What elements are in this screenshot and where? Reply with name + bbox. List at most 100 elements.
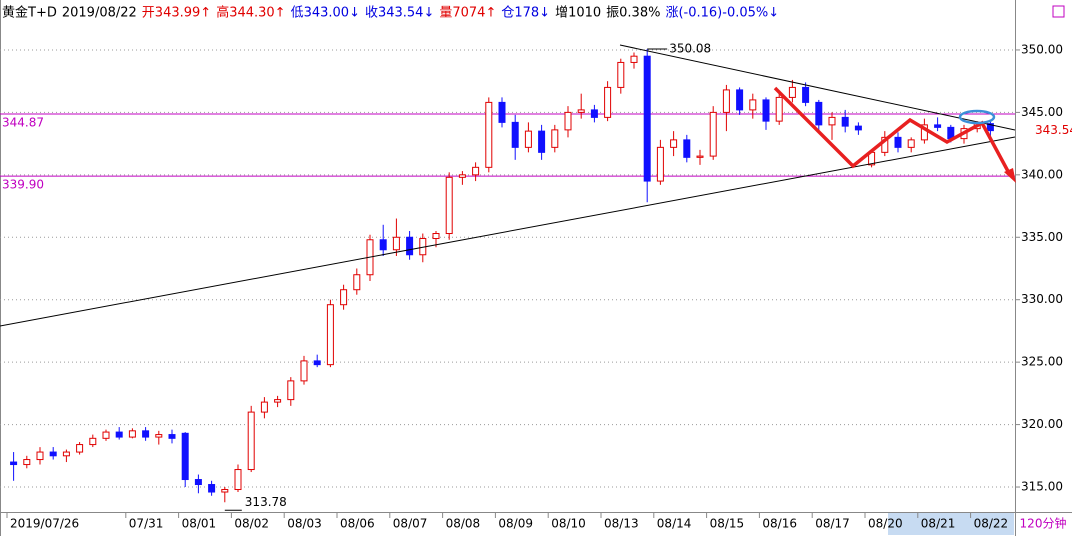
candle-body (458, 174, 466, 178)
x-tick-label: 08/15 (710, 517, 745, 531)
candle-body (551, 129, 559, 148)
candle-body (696, 155, 704, 158)
candle-body (155, 434, 163, 438)
y-tick-label: 325.00 (1021, 355, 1063, 369)
candles (10, 48, 994, 503)
candle-body (392, 236, 400, 251)
header-item: 黄金T+D (2, 5, 57, 21)
trend-line (0, 136, 1016, 327)
header-item: 增1010 (555, 6, 601, 21)
candle-body (181, 432, 189, 481)
candle-body (128, 430, 136, 438)
candle-body (102, 431, 110, 439)
candle-body (353, 274, 361, 291)
y-tick-label: 335.00 (1021, 230, 1063, 244)
candle-body (736, 89, 744, 111)
candle-body (234, 469, 242, 491)
candle-body (89, 437, 97, 446)
header-item: 振0.38% (606, 6, 660, 21)
last-price: 343.54 (1035, 123, 1072, 137)
y-tick-label: 340.00 (1021, 167, 1063, 181)
candle-body (590, 109, 598, 118)
x-tick-label: 08/17 (815, 517, 850, 531)
candle-body (247, 411, 255, 471)
x-tick-label: 08/01 (182, 517, 217, 531)
candle-body (208, 484, 216, 493)
header-item: 收343.54↓ (365, 6, 434, 21)
candle-body (379, 239, 387, 251)
candle-body (577, 109, 585, 113)
x-tick-label: 08/16 (762, 517, 797, 531)
candle-body (815, 101, 823, 126)
candle-body (49, 451, 57, 457)
y-tick-label: 345.00 (1021, 105, 1063, 119)
x-tick-label: 08/22 (974, 517, 1009, 531)
candle-body (326, 304, 334, 366)
ref-label: 344.87 (2, 116, 44, 130)
header-item: 开343.99↑ (142, 6, 211, 21)
x-tick-label: 08/09 (498, 517, 533, 531)
y-tick-label: 320.00 (1021, 417, 1063, 431)
candle-body (775, 96, 783, 122)
candle-body (604, 86, 612, 118)
candle-body (432, 233, 440, 240)
period-label: 120分钟 (1020, 516, 1067, 531)
candle-body (445, 176, 453, 235)
candle-body (617, 61, 625, 88)
candle-body (115, 431, 123, 438)
grid (0, 49, 1020, 488)
candle-body (670, 139, 678, 148)
candle-body (788, 86, 796, 98)
x-tick-label: 08/14 (657, 517, 692, 531)
max-label: 350.08 (669, 41, 711, 55)
header-item: 低343.00↓ (291, 6, 360, 21)
x-tick-label: 08/08 (446, 517, 481, 531)
candle-body (10, 461, 18, 466)
candle-body (36, 451, 44, 461)
candle-body (287, 380, 295, 401)
x-tick-label: 08/13 (604, 517, 639, 531)
candle-body (524, 130, 532, 148)
candle-body (683, 139, 691, 158)
min-label: 313.78 (245, 495, 287, 509)
x-tick-label: 08/03 (287, 517, 322, 531)
candle-body (709, 111, 717, 157)
y-tick-label: 350.00 (1021, 42, 1063, 56)
arrows (773, 86, 1012, 176)
candle-body (841, 116, 849, 127)
candle-body (76, 444, 84, 453)
x-tick-label: 08/02 (234, 517, 269, 531)
trend-line (619, 44, 1016, 131)
candle-body (749, 99, 757, 111)
candle-body (802, 86, 810, 103)
header-item: 2019/08/22 (62, 6, 137, 21)
header-item: 涨(-0.16)-0.05%↓ (665, 6, 779, 21)
candle-body (986, 123, 994, 132)
candle-body (762, 99, 770, 122)
candle-body (854, 125, 862, 131)
candle-body (538, 130, 546, 153)
date-highlight (888, 513, 1014, 535)
icon[interactable] (1052, 5, 1065, 18)
candle-body (564, 111, 572, 131)
candle-body (828, 116, 836, 126)
candle-body (511, 121, 519, 148)
x-tick-label: 08/10 (551, 517, 586, 531)
candle-body (62, 451, 70, 457)
x-tick-label: 08/20 (868, 517, 903, 531)
header: 黄金T+D 2019/08/22 开343.99↑ 高344.30↑ 低343.00↓ 收… (2, 5, 779, 21)
x-tick-label: 2019/07/26 (10, 517, 79, 531)
x-tick-label: 07/31 (129, 517, 164, 531)
candle-body (300, 360, 308, 382)
candle-body (485, 101, 493, 168)
candle-body (221, 489, 229, 493)
candle-body (274, 399, 282, 403)
header-item: 高344.30↑ (216, 5, 285, 21)
candle-body (23, 459, 31, 466)
candle-body (498, 101, 506, 123)
header-item: 仓178↓ (501, 6, 550, 21)
candle-body (142, 430, 150, 438)
